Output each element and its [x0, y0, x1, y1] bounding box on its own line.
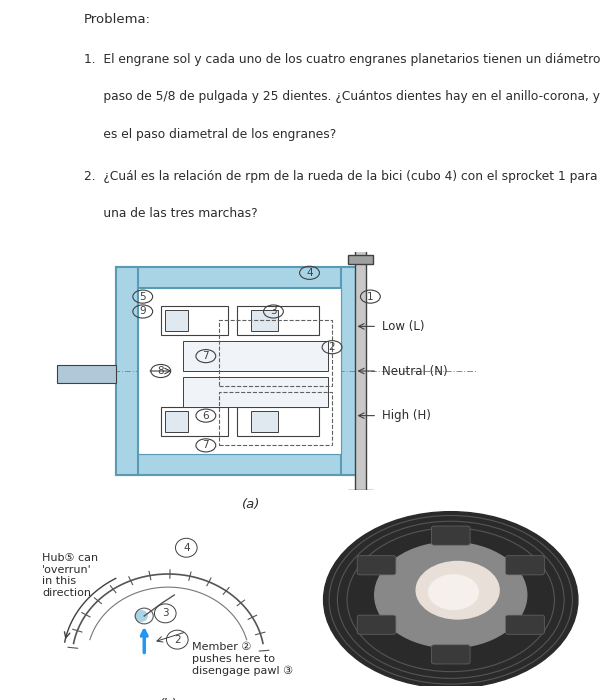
- Text: es el paso diametral de los engranes?: es el paso diametral de los engranes?: [84, 127, 337, 141]
- FancyBboxPatch shape: [341, 267, 364, 475]
- FancyBboxPatch shape: [505, 556, 545, 575]
- FancyBboxPatch shape: [251, 310, 278, 331]
- Circle shape: [429, 575, 478, 610]
- FancyBboxPatch shape: [116, 267, 138, 475]
- Circle shape: [323, 512, 578, 688]
- FancyBboxPatch shape: [432, 645, 470, 664]
- FancyBboxPatch shape: [357, 556, 396, 575]
- Text: paso de 5/8 de pulgada y 25 dientes. ¿Cuántos dientes hay en el anillo-corona, y: paso de 5/8 de pulgada y 25 dientes. ¿Cu…: [84, 90, 601, 104]
- Text: 4: 4: [306, 268, 313, 278]
- Text: 4: 4: [183, 542, 190, 553]
- Text: 5: 5: [139, 292, 146, 302]
- FancyBboxPatch shape: [138, 288, 341, 454]
- Text: Hub⑤ can
'overrun'
in this
direction: Hub⑤ can 'overrun' in this direction: [42, 553, 98, 598]
- FancyBboxPatch shape: [355, 240, 366, 496]
- Circle shape: [135, 610, 147, 622]
- Text: Problema:: Problema:: [84, 13, 151, 27]
- Text: 1.  El engrane sol y cada uno de los cuatro engranes planetarios tienen un diáme: 1. El engrane sol y cada uno de los cuat…: [84, 53, 601, 66]
- Text: 2: 2: [329, 342, 335, 352]
- FancyBboxPatch shape: [237, 305, 319, 335]
- Text: 7: 7: [203, 351, 209, 361]
- FancyBboxPatch shape: [57, 365, 116, 383]
- Text: (a): (a): [242, 498, 260, 511]
- Text: 7: 7: [203, 440, 209, 450]
- Text: 9: 9: [139, 307, 146, 316]
- Text: 1: 1: [367, 292, 374, 302]
- FancyBboxPatch shape: [348, 255, 373, 264]
- FancyBboxPatch shape: [116, 454, 364, 475]
- Text: Member ②
pushes here to
disengage pawl ③: Member ② pushes here to disengage pawl ③: [192, 643, 293, 676]
- Text: (b): (b): [159, 698, 177, 700]
- Text: 3: 3: [270, 307, 277, 316]
- FancyBboxPatch shape: [348, 490, 373, 499]
- Bar: [219, 321, 332, 386]
- FancyBboxPatch shape: [183, 377, 328, 407]
- Text: Neutral (N): Neutral (N): [382, 365, 447, 377]
- Bar: [219, 392, 332, 445]
- FancyBboxPatch shape: [505, 615, 545, 634]
- FancyBboxPatch shape: [357, 615, 396, 634]
- Text: 3: 3: [162, 608, 169, 618]
- Text: 8: 8: [157, 366, 164, 376]
- FancyBboxPatch shape: [183, 342, 328, 371]
- FancyBboxPatch shape: [251, 411, 278, 432]
- Text: 6: 6: [203, 411, 209, 421]
- Text: 2: 2: [174, 635, 181, 645]
- Text: 2.  ¿Cuál es la relación de rpm de la rueda de la bici (cubo 4) con el sprocket : 2. ¿Cuál es la relación de rpm de la rue…: [84, 170, 601, 183]
- FancyBboxPatch shape: [165, 310, 188, 331]
- Text: una de las tres marchas?: una de las tres marchas?: [84, 207, 258, 220]
- Circle shape: [416, 561, 499, 619]
- FancyBboxPatch shape: [432, 526, 470, 545]
- FancyBboxPatch shape: [116, 267, 364, 288]
- FancyBboxPatch shape: [165, 411, 188, 432]
- Text: Low (L): Low (L): [382, 320, 424, 333]
- FancyBboxPatch shape: [160, 407, 228, 437]
- Text: High (H): High (H): [382, 409, 430, 422]
- FancyBboxPatch shape: [237, 407, 319, 437]
- Circle shape: [375, 542, 526, 648]
- FancyBboxPatch shape: [160, 305, 228, 335]
